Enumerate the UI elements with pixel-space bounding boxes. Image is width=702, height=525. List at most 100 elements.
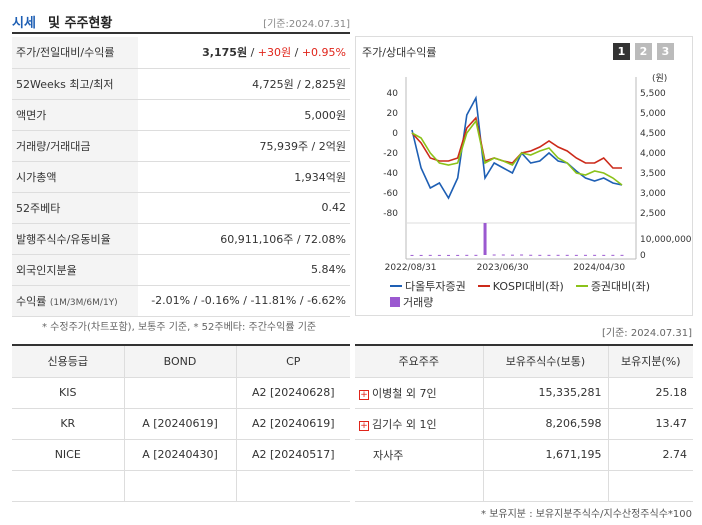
col-header: CP <box>235 345 350 378</box>
legend-item: 거래량 <box>390 294 433 310</box>
holder-name[interactable]: + 이병철 외 7인 <box>355 377 483 409</box>
volume-bar <box>593 254 597 256</box>
rate-value: +0.95% <box>301 46 346 60</box>
volume-bar <box>520 254 524 256</box>
left-tick-label: -80 <box>383 209 398 219</box>
holder-shares <box>482 470 608 502</box>
legend-swatch <box>390 297 400 307</box>
holder-name: 자사주 <box>355 439 483 471</box>
series-line <box>411 95 623 200</box>
legend-label: 거래량 <box>403 296 434 309</box>
info-label: 주가/전일대비/수익률 <box>12 37 138 69</box>
legend-swatch <box>477 285 490 287</box>
table-cell <box>12 470 124 502</box>
col-header: 주요주주 <box>355 345 483 378</box>
table-cell: A2 [20240517] <box>235 439 350 471</box>
title-shareholders: 및 주주현황 <box>48 16 113 31</box>
info-value: 5,000원 <box>138 99 350 131</box>
title-market: 시세 <box>12 16 36 31</box>
col-header: 신용등급 <box>12 345 124 378</box>
returns-period: (1M/3M/6M/1Y) <box>49 297 118 308</box>
left-tick-label: -40 <box>383 169 398 179</box>
chart-tab-2[interactable]: 2 <box>635 43 652 60</box>
separator: / <box>291 46 302 60</box>
table-row: KR A [20240619] A2 [20240619] <box>12 408 350 440</box>
info-row: 주가/전일대비/수익률 3,175원 / +30원 / +0.95% <box>12 37 350 69</box>
holder-shares: 1,671,195 <box>482 439 608 471</box>
info-label: 52주베타 <box>12 192 138 224</box>
info-value: 1,934억원 <box>138 161 350 193</box>
table-row <box>355 470 693 502</box>
volume-bar <box>483 223 487 255</box>
volume-bar <box>547 254 551 256</box>
col-header: BOND <box>123 345 236 378</box>
info-row: 외국인지분율 5.84% <box>12 254 350 286</box>
chart-title: 주가/상대수익률 <box>362 46 437 59</box>
left-tick-label: 40 <box>387 89 399 99</box>
left-tick-label: -60 <box>383 189 398 199</box>
info-value: 60,911,106주 / 72.08% <box>138 223 350 255</box>
separator: / <box>247 46 258 60</box>
return-1y: -6.62% <box>307 294 346 307</box>
table-header-row: 신용등급 BOND CP <box>12 345 350 378</box>
volume-bar <box>510 254 514 256</box>
info-label: 외국인지분율 <box>12 254 138 286</box>
info-value: 3,175원 / +30원 / +0.95% <box>138 37 350 69</box>
legend-swatch <box>575 285 588 287</box>
holder-pct: 2.74 <box>607 439 693 471</box>
series-line <box>411 116 622 169</box>
major-shareholders-table: 주요주주 보유주식수(보통) 보유지분(%) + 이병철 외 7인 15,335,… <box>355 344 693 502</box>
info-row: 52Weeks 최고/최저 4,725원 / 2,825원 <box>12 68 350 100</box>
left-tick-label: -20 <box>383 149 398 159</box>
volume-tick-label: 0 <box>640 251 646 261</box>
holder-name[interactable]: + 김기수 외 1인 <box>355 408 483 440</box>
holder-name-text: 김기수 외 1인 <box>372 417 437 431</box>
info-label: 액면가 <box>12 99 138 131</box>
credit-rating-table: 신용등급 BOND CP KIS A2 [20240628] KR A [20240… <box>12 344 350 502</box>
holder-shares: 8,206,598 <box>482 408 608 440</box>
col-header: 보유지분(%) <box>607 345 693 378</box>
legend-item: 증권대비(좌) <box>575 278 650 294</box>
separator: / <box>190 294 201 307</box>
separator: / <box>239 294 251 307</box>
info-value: 0.42 <box>138 192 350 224</box>
expand-icon[interactable]: + <box>359 420 369 431</box>
volume-bar <box>538 254 542 256</box>
volume-bar <box>556 254 560 256</box>
table-cell <box>235 470 350 502</box>
table-cell: A2 [20240619] <box>235 408 350 440</box>
holder-pct: 13.47 <box>607 408 693 440</box>
right-tick-label: 2,500 <box>640 209 666 219</box>
table-cell <box>123 377 236 409</box>
legend-item: KOSPI대비(좌) <box>477 278 564 294</box>
footnote-basis: * 수정주가(차트포함), 보통주 기준, * 52주베타: 주간수익률 기준 <box>42 322 317 333</box>
table-cell: KR <box>12 408 124 440</box>
series-line <box>411 119 623 186</box>
expand-icon[interactable]: + <box>359 389 369 400</box>
table-row: KIS A2 [20240628] <box>12 377 350 409</box>
legend-row: 거래량 <box>390 294 650 310</box>
separator: / <box>296 294 308 307</box>
volume-tick-label: 10,000,000 <box>640 235 692 245</box>
chart-panel <box>355 36 693 316</box>
chart-tab-1[interactable]: 1 <box>613 43 630 60</box>
chart-tab-3[interactable]: 3 <box>657 43 674 60</box>
info-value: 4,725원 / 2,825원 <box>138 68 350 100</box>
table-row <box>12 470 350 502</box>
left-tick-label: 20 <box>387 109 399 119</box>
change-value: +30원 <box>257 46 292 60</box>
info-label: 수익률 (1M/3M/6M/1Y) <box>12 285 138 317</box>
volume-bar <box>565 254 569 256</box>
table-row: + 이병철 외 7인 15,335,281 25.18 <box>355 377 693 409</box>
volume-bar <box>529 254 533 256</box>
volume-bar <box>611 254 615 256</box>
volume-bar <box>437 254 441 256</box>
table-cell: A [20240430] <box>123 439 236 471</box>
right-tick-label: 4,500 <box>640 129 666 139</box>
table-cell: A2 [20240628] <box>235 377 350 409</box>
table-row: NICE A [20240430] A2 [20240517] <box>12 439 350 471</box>
holder-pct: 25.18 <box>607 377 693 409</box>
right-tick-label: 4,000 <box>640 149 666 159</box>
table-cell <box>123 470 236 502</box>
x-tick-label: 2023/06/30 <box>477 263 529 273</box>
